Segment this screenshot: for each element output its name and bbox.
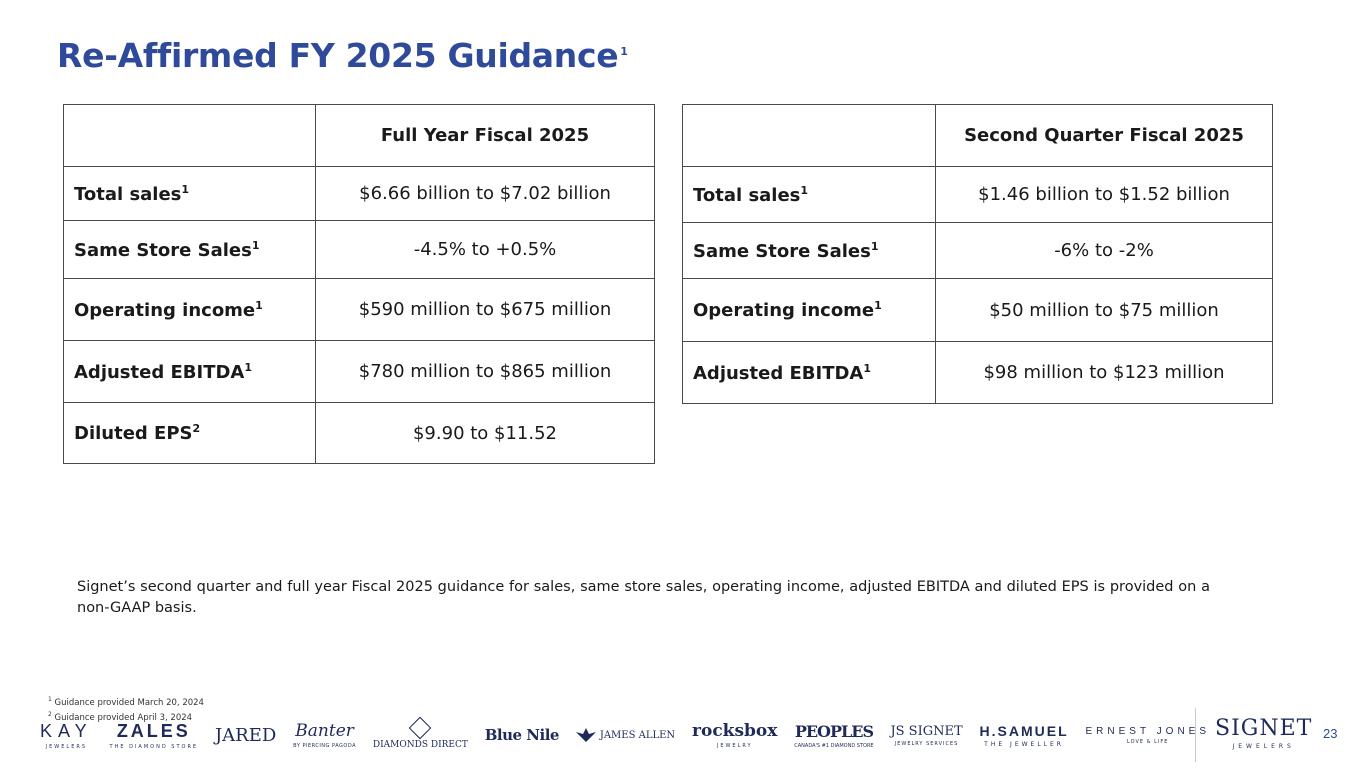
h-samuel-logo: H.SAMUEL THE JEWELLER: [979, 722, 1069, 748]
second-quarter-guidance-table: Second Quarter Fiscal 2025 Total sales1 …: [682, 104, 1273, 404]
row-label: Same Store Sales1: [63, 220, 316, 279]
row-value: -6% to -2%: [935, 222, 1273, 279]
page-number: 23: [1323, 726, 1338, 741]
ernest-jones-logo: ERNEST JONES LOVE & LIFE: [1085, 725, 1210, 745]
table-row: Same Store Sales1 -4.5% to +0.5%: [63, 220, 655, 279]
jared-logo: JARED: [214, 724, 277, 746]
rocksbox-logo: rocksbox JEWELRY: [692, 721, 778, 749]
footnotes: 1 Guidance provided March 20, 2024 2 Gui…: [48, 694, 204, 724]
table-header-row: Full Year Fiscal 2025: [63, 104, 655, 167]
row-label: Total sales1: [63, 166, 316, 221]
row-value: $6.66 billion to $7.02 billion: [315, 166, 655, 221]
row-value: -4.5% to +0.5%: [315, 220, 655, 279]
table-row: Operating income1 $50 million to $75 mil…: [682, 278, 1273, 342]
page-title-text: Re-Affirmed FY 2025 Guidance: [57, 36, 619, 75]
brand-logo-strip: KAY JEWELERS ZALES THE DIAMOND STORE JAR…: [40, 712, 1210, 758]
bird-icon: [575, 728, 596, 742]
signet-jewelers-logo: SIGNET JEWELERS: [1215, 716, 1313, 750]
row-label: Total sales1: [682, 166, 936, 223]
table-row: Same Store Sales1 -6% to -2%: [682, 222, 1273, 279]
footnote: 2 Guidance provided April 3, 2024: [48, 710, 193, 723]
full-year-guidance-table: Full Year Fiscal 2025 Total sales1 $6.66…: [63, 104, 655, 464]
row-value: $590 million to $675 million: [315, 278, 655, 341]
row-value: $1.46 billion to $1.52 billion: [935, 166, 1273, 223]
table-row: Total sales1 $6.66 billion to $7.02 bill…: [63, 166, 655, 221]
table-row: Diluted EPS2 $9.90 to $11.52: [63, 402, 655, 464]
row-label: Diluted EPS2: [63, 402, 316, 464]
row-value: $98 million to $123 million: [935, 341, 1273, 404]
signet-jewelry-services-logo: JS SIGNET JEWELRY SERVICES: [890, 723, 963, 747]
table-header-empty-cell: [63, 104, 316, 167]
james-allen-logo: JAMES ALLEN: [575, 728, 675, 742]
table-row: Adjusted EBITDA1 $780 million to $865 mi…: [63, 340, 655, 403]
row-label: Adjusted EBITDA1: [63, 340, 316, 403]
banter-logo: Banter BY PIERCING PAGODA: [293, 721, 357, 749]
logo-divider: [1195, 708, 1196, 762]
title-footnote-marker: 1: [620, 45, 628, 58]
table-header-empty-cell: [682, 104, 936, 167]
page-title: Re-Affirmed FY 2025 Guidance 1: [57, 36, 628, 75]
column-header: Full Year Fiscal 2025: [315, 104, 655, 167]
row-label: Adjusted EBITDA1: [682, 341, 936, 404]
row-value: $9.90 to $11.52: [315, 402, 655, 464]
column-header: Second Quarter Fiscal 2025: [935, 104, 1273, 167]
peoples-logo: PEOPLES CANADA'S #1 DIAMOND STORE: [794, 721, 874, 749]
row-label: Operating income1: [63, 278, 316, 341]
non-gaap-note: Signet’s second quarter and full year Fi…: [77, 579, 1210, 616]
row-label: Operating income1: [682, 278, 936, 342]
row-value: $780 million to $865 million: [315, 340, 655, 403]
zales-logo: ZALES THE DIAMOND STORE: [109, 720, 199, 750]
table-row: Adjusted EBITDA1 $98 million to $123 mil…: [682, 341, 1273, 404]
row-value: $50 million to $75 million: [935, 278, 1273, 342]
diamond-icon: [409, 716, 432, 740]
table-header-row: Second Quarter Fiscal 2025: [682, 104, 1273, 167]
table-row: Operating income1 $590 million to $675 m…: [63, 278, 655, 341]
table-row: Total sales1 $1.46 billion to $1.52 bill…: [682, 166, 1273, 223]
row-label: Same Store Sales1: [682, 222, 936, 279]
kay-logo: KAY JEWELERS: [40, 720, 93, 750]
footnote: 1 Guidance provided March 20, 2024: [48, 696, 204, 708]
diamonds-direct-logo: DIAMONDS DIRECT: [373, 716, 468, 750]
blue-nile-logo: Blue Nile: [484, 726, 560, 744]
